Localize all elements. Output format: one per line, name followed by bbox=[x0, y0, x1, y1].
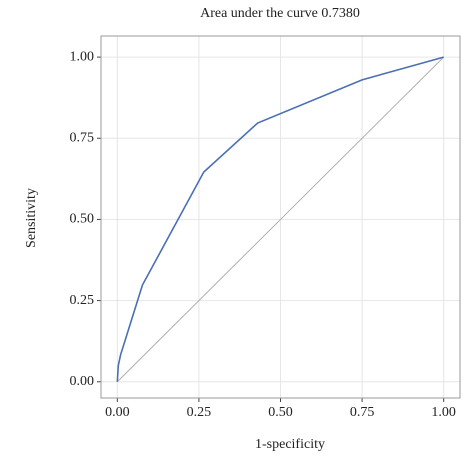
x-tick-label: 0.75 bbox=[350, 405, 375, 420]
x-tick-label: 0.25 bbox=[187, 405, 212, 420]
x-axis-label: 1-specificity bbox=[255, 437, 325, 452]
x-tick-label: 0.50 bbox=[268, 405, 293, 420]
roc-curve bbox=[116, 56, 444, 382]
y-tick-label: 1.00 bbox=[70, 49, 95, 64]
x-tick-label: 1.00 bbox=[431, 405, 456, 420]
y-tick-label: 0.75 bbox=[70, 130, 95, 145]
y-tick-label: 0.00 bbox=[70, 374, 95, 389]
chart-title: Area under the curve 0.7380 bbox=[200, 6, 360, 21]
y-axis-label: Sensitivity bbox=[24, 188, 39, 248]
x-tick-label: 0.00 bbox=[105, 405, 130, 420]
reference-line bbox=[116, 56, 445, 383]
plot-frame bbox=[100, 35, 461, 399]
y-tick-label: 0.50 bbox=[70, 212, 95, 227]
y-tick-label: 0.25 bbox=[70, 293, 95, 308]
